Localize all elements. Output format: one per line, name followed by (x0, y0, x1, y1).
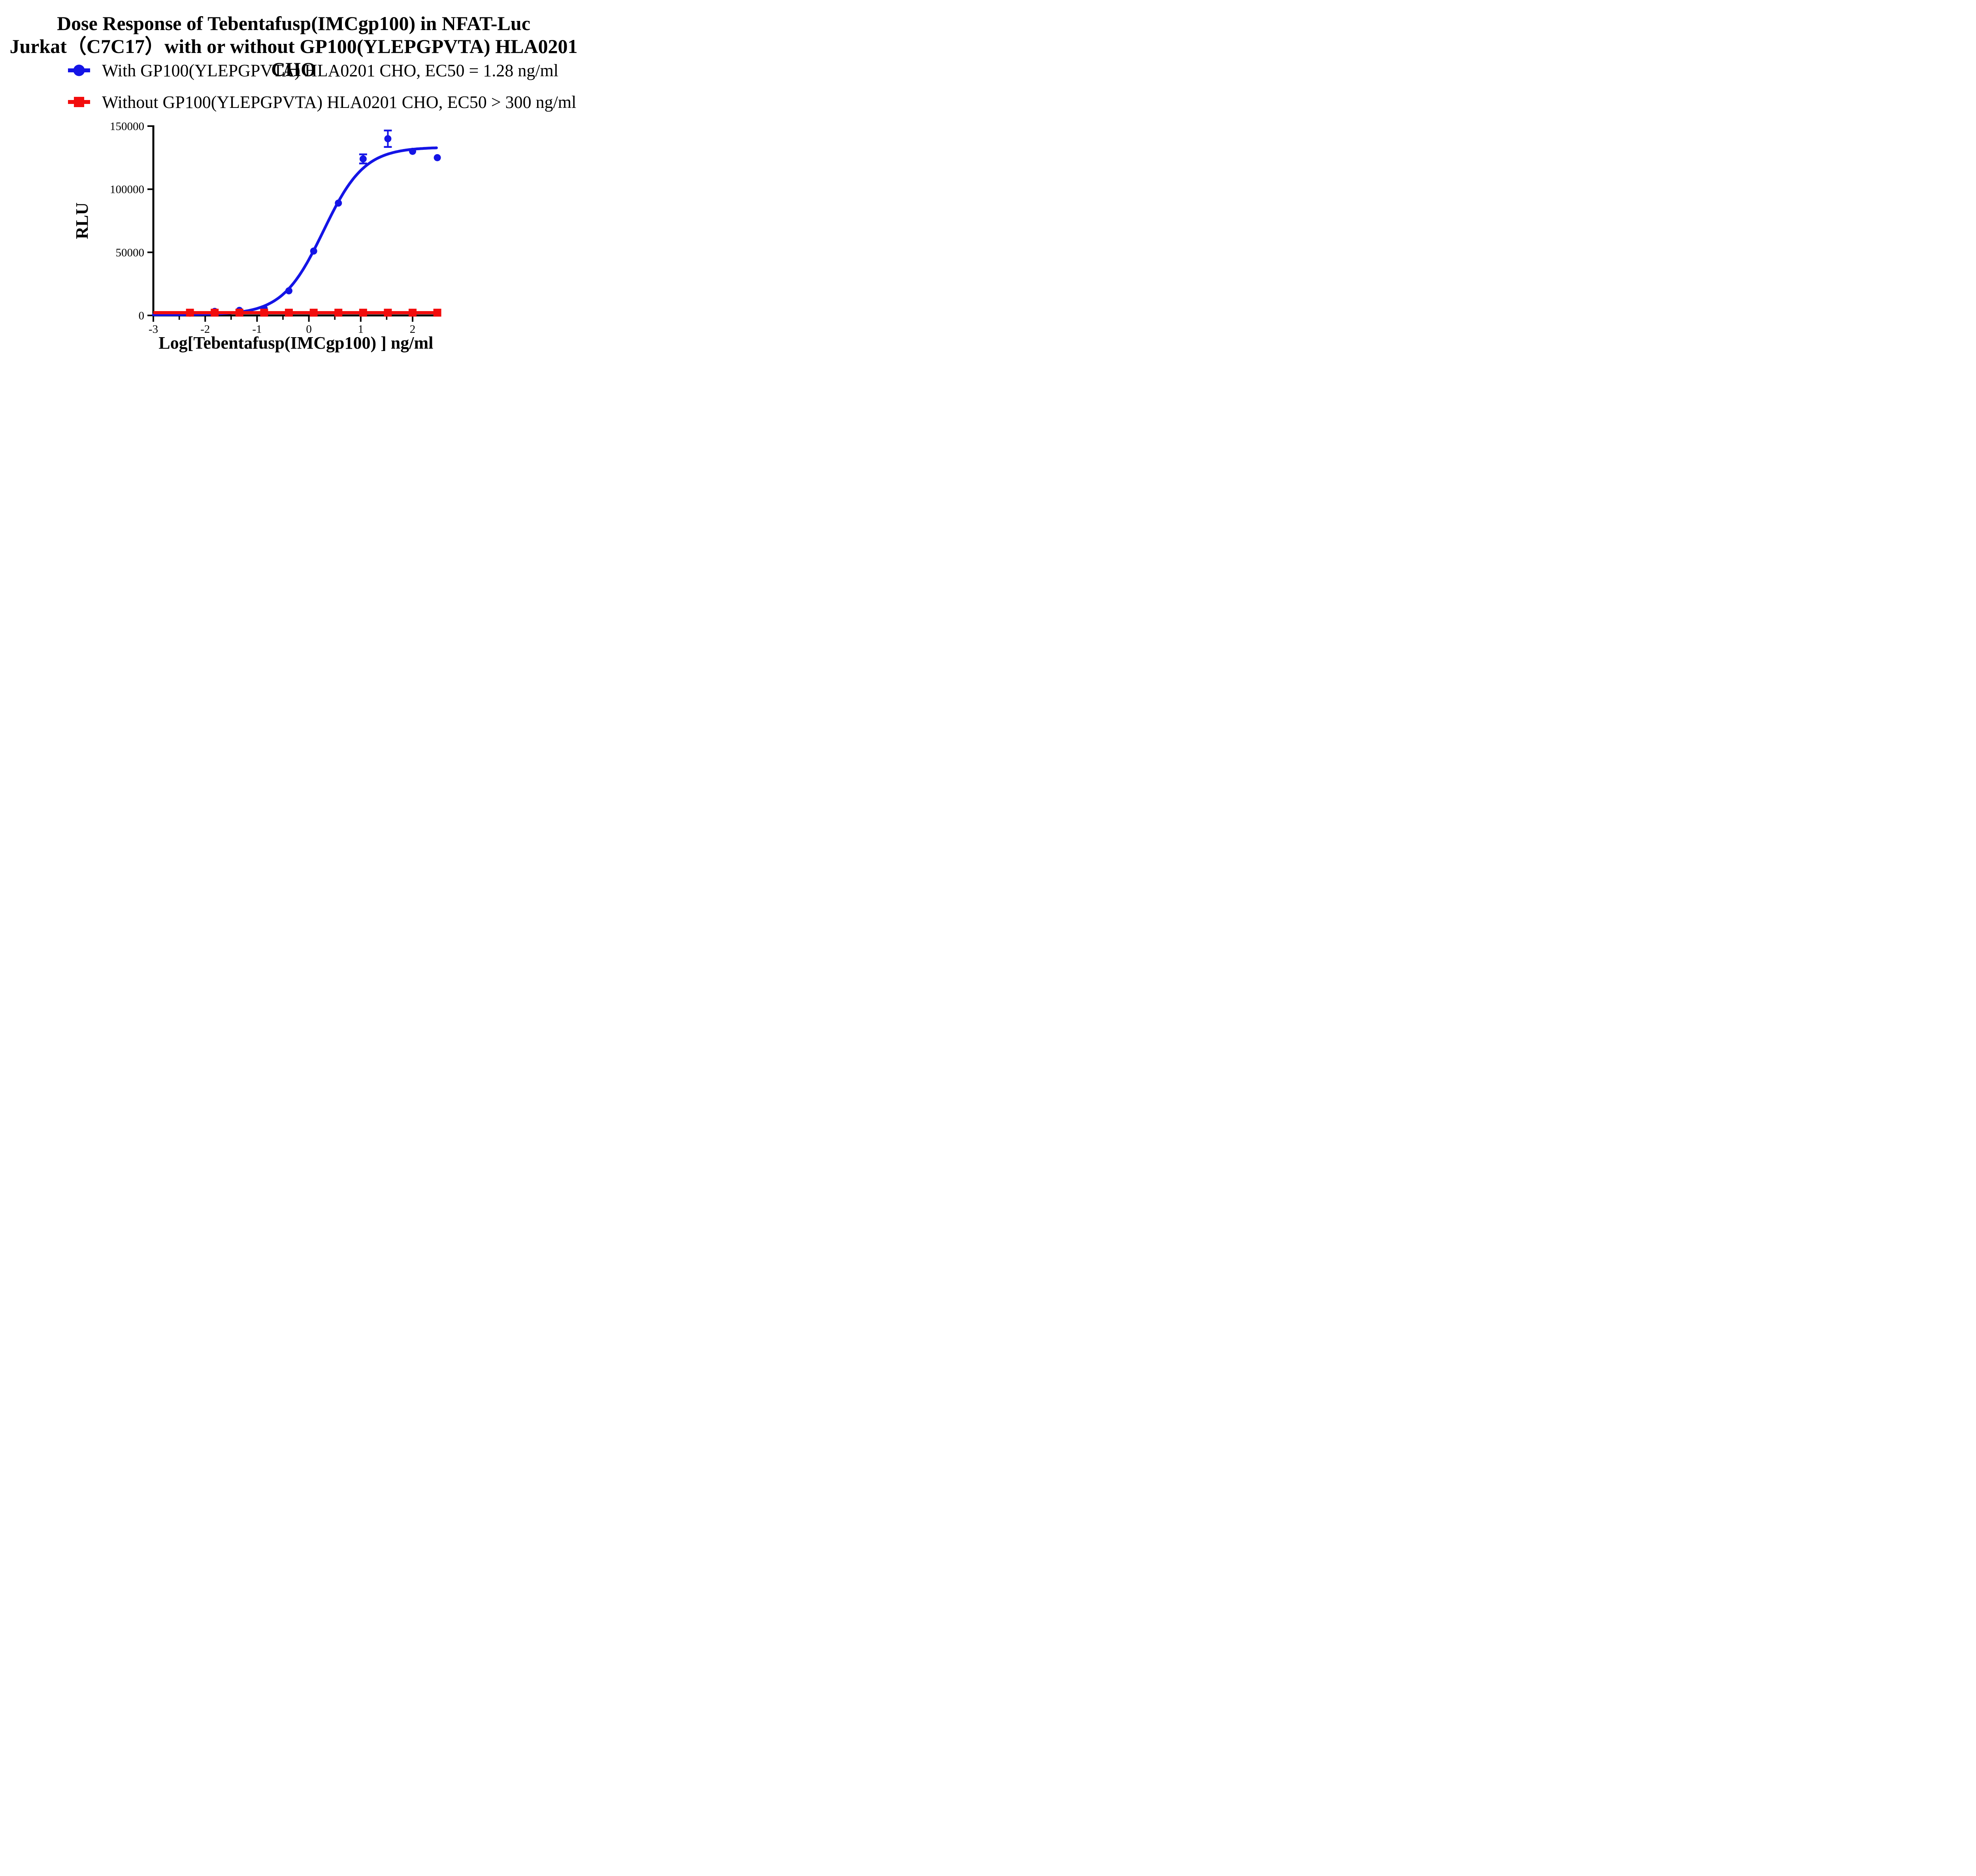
chart-title-line2: Jurkat（C7C17）with or without GP100(YLEPG… (9, 35, 578, 80)
data-point-with-gp100 (285, 287, 292, 294)
data-point-without-gp100 (384, 308, 392, 317)
data-point-without-gp100 (359, 308, 367, 317)
y-tick-label: 0 (139, 310, 145, 322)
data-point-with-gp100 (310, 247, 317, 255)
data-point-without-gp100 (235, 308, 243, 317)
data-point-without-gp100 (409, 308, 417, 317)
legend-label: With GP100(YLEPGPVTA) HLA0201 CHO, EC50 … (102, 60, 558, 80)
y-tick-label: 150000 (110, 120, 144, 133)
legend-label: Without GP100(YLEPGPVTA) HLA0201 CHO, EC… (102, 92, 577, 112)
data-point-without-gp100 (334, 308, 343, 317)
data-point-without-gp100 (211, 308, 219, 317)
x-tick-label: 2 (410, 323, 416, 336)
data-point-without-gp100 (186, 308, 194, 317)
legend-item-without-gp100: Without GP100(YLEPGPVTA) HLA0201 CHO, EC… (67, 91, 576, 113)
data-point-without-gp100 (285, 308, 293, 317)
legend-line-square-icon (68, 97, 90, 107)
y-axis-title: RLU (72, 202, 92, 239)
data-point-without-gp100 (433, 308, 441, 317)
chart-title-line1: Dose Response of Tebentafusp(IMCgp100) i… (57, 12, 530, 34)
data-point-with-gp100 (384, 135, 392, 142)
legend-item-with-gp100: With GP100(YLEPGPVTA) HLA0201 CHO, EC50 … (67, 59, 576, 81)
chart-page: Dose Response of Tebentafusp(IMCgp100) i… (0, 0, 587, 376)
data-point-with-gp100 (409, 147, 416, 155)
x-tick-label: 1 (358, 323, 364, 336)
data-point-without-gp100 (260, 308, 268, 317)
y-tick-label: 50000 (116, 246, 145, 259)
data-point-with-gp100 (434, 154, 441, 161)
chart-title: Dose Response of Tebentafusp(IMCgp100) i… (0, 12, 587, 81)
y-tick-label: 100000 (110, 183, 144, 196)
data-point-with-gp100 (335, 199, 342, 207)
x-axis-title: Log[Tebentafusp(IMCgp100) ] ng/ml (158, 333, 433, 353)
legend-line-circle-icon (68, 64, 90, 76)
x-tick-label: -2 (200, 323, 210, 336)
data-point-without-gp100 (309, 308, 318, 317)
x-tick-label: -1 (252, 323, 262, 336)
legend: With GP100(YLEPGPVTA) HLA0201 CHO, EC50 … (67, 59, 576, 123)
x-tick-label: 0 (306, 323, 312, 336)
x-tick-label: -3 (149, 323, 158, 336)
data-point-with-gp100 (359, 155, 367, 163)
dose-response-plot: 0 50000 100000 150000 -3 -2 -1 0 1 2 RLU Log[Tebent… (72, 120, 441, 353)
fit-curve-with-gp100 (152, 146, 438, 316)
